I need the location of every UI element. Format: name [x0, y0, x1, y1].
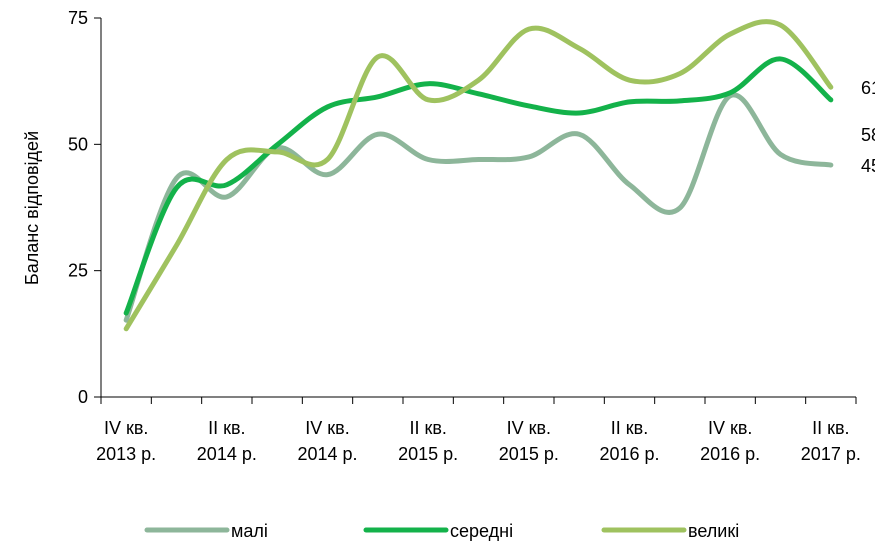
- x-tick-label: IV кв. 2015 р.: [499, 418, 559, 464]
- legend-label: малі: [231, 521, 268, 541]
- line: [123, 19, 834, 332]
- y-tick-label: 75: [68, 8, 88, 28]
- line: [123, 56, 834, 316]
- data-label: 45.9: [861, 156, 875, 176]
- legend-label: середні: [450, 521, 513, 541]
- line: [123, 92, 834, 323]
- x-tick-label: II кв. 2017 р.: [801, 418, 861, 464]
- x-tick-label: II кв. 2014 р.: [197, 418, 257, 464]
- data-label: 61.3: [861, 78, 875, 98]
- x-tick-label: II кв. 2016 р.: [599, 418, 659, 464]
- x-tick-label: IV кв. 2016 р.: [700, 418, 760, 464]
- y-tick-label: 50: [68, 134, 88, 154]
- x-tick-label: IV кв. 2013 р.: [96, 418, 156, 464]
- x-tick-label: II кв. 2015 р.: [398, 418, 458, 464]
- y-tick-label: 0: [78, 387, 88, 407]
- data-label: 58.8: [861, 125, 875, 145]
- y-axis-label: Баланс відповідей: [22, 131, 42, 285]
- y-tick-label: 25: [68, 261, 88, 281]
- x-tick-label: IV кв. 2014 р.: [297, 418, 357, 464]
- legend-label: великі: [688, 521, 739, 541]
